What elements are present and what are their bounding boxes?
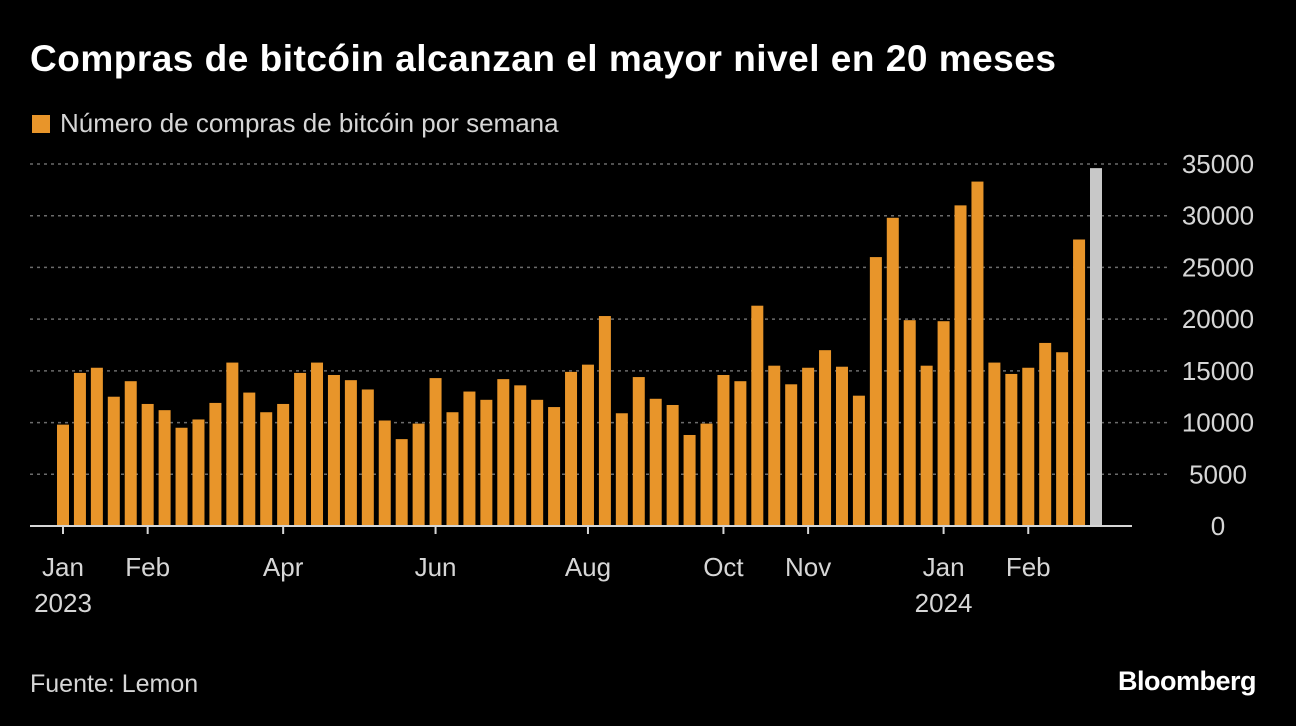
y-tick-label: 0 (1211, 511, 1225, 541)
bar (785, 384, 798, 526)
bar (446, 412, 459, 526)
bar (666, 404, 679, 526)
bar (937, 321, 950, 526)
bar (802, 367, 815, 526)
bar (1056, 352, 1069, 526)
bar (378, 420, 391, 526)
legend-label: Número de compras de bitcóin por semana (60, 108, 559, 138)
bar (107, 396, 120, 526)
x-tick-label: Feb (125, 552, 170, 582)
bar (615, 413, 628, 526)
bar (311, 362, 324, 526)
bar (768, 365, 781, 526)
y-tick-label: 5000 (1189, 459, 1247, 489)
y-tick-label: 10000 (1182, 408, 1254, 438)
bar (835, 366, 848, 526)
bar (514, 385, 527, 526)
bar (903, 320, 916, 526)
bar (531, 399, 544, 526)
x-tick-label: Nov (785, 552, 831, 582)
bar (141, 403, 154, 526)
bar (598, 316, 611, 526)
bar (717, 374, 730, 526)
bar (852, 395, 865, 526)
x-tick-label: Jun (415, 552, 457, 582)
bar (920, 365, 933, 526)
bar (565, 371, 578, 526)
source-note: Fuente: Lemon (30, 670, 199, 698)
x-tick-label: Aug (565, 552, 611, 582)
x-tick-label: Jan (923, 552, 965, 582)
bar (90, 367, 103, 526)
y-tick-label: 30000 (1182, 201, 1254, 231)
y-tick-label: 20000 (1182, 304, 1254, 334)
bar (819, 350, 832, 526)
y-tick-label: 35000 (1182, 149, 1254, 179)
bar (175, 427, 188, 526)
bar (1090, 168, 1102, 526)
bar (886, 217, 899, 527)
x-tick-year-label: 2024 (915, 588, 973, 618)
bar (192, 419, 205, 526)
bar (971, 181, 984, 526)
bar (734, 381, 747, 526)
x-tick-year-label: 2023 (34, 588, 92, 618)
bar (1039, 342, 1052, 526)
bar (1022, 367, 1035, 526)
x-tick-label: Apr (263, 552, 304, 582)
bar (463, 391, 476, 526)
bar (548, 407, 561, 526)
y-tick-label: 15000 (1182, 356, 1254, 386)
bar (277, 403, 290, 526)
bar (209, 402, 222, 526)
bar (361, 389, 374, 526)
legend: Número de compras de bitcóin por semana (32, 108, 559, 139)
chart-title: Compras de bitcóin alcanzan el mayor niv… (30, 38, 1057, 79)
bar (243, 392, 256, 526)
bar (158, 410, 171, 526)
bar (632, 377, 645, 526)
y-tick-label: 25000 (1182, 252, 1254, 282)
bar (497, 379, 510, 526)
bar (649, 398, 662, 526)
bar (869, 257, 882, 526)
bar (344, 380, 357, 526)
x-tick-label: Oct (703, 552, 744, 582)
bloomberg-logo: Bloomberg (1117, 666, 1257, 696)
bar (954, 205, 967, 526)
legend-swatch (32, 114, 50, 133)
bar (124, 381, 137, 526)
bar (480, 399, 493, 526)
bar (700, 423, 713, 526)
bar (1005, 373, 1018, 526)
bar (294, 372, 307, 526)
bar (226, 362, 239, 526)
bar (581, 364, 594, 526)
bar (988, 362, 1001, 526)
bar (412, 423, 425, 526)
bar (429, 378, 442, 526)
bar (73, 372, 86, 526)
x-tick-label: Jan (42, 552, 84, 582)
bar (1073, 239, 1086, 526)
bar (395, 439, 408, 526)
bar (327, 374, 340, 526)
x-tick-label: Feb (1006, 552, 1051, 582)
bar (57, 424, 69, 526)
bar (683, 434, 696, 526)
bar (260, 412, 273, 526)
bar (751, 305, 764, 526)
